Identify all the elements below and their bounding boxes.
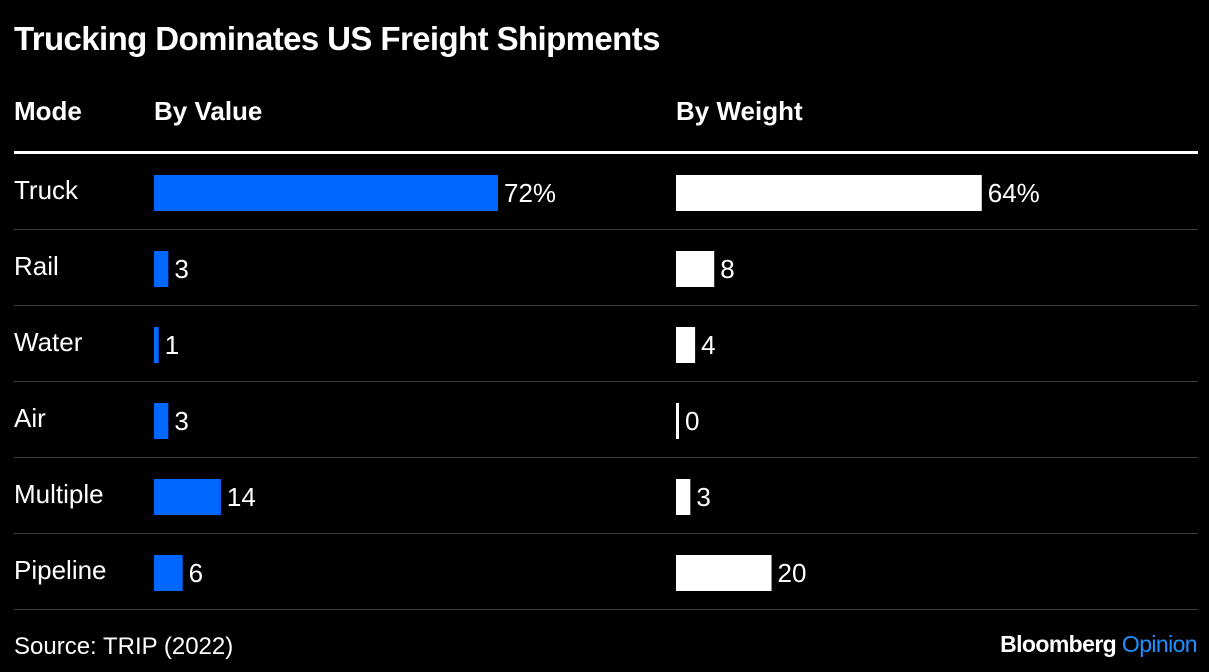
category-label-truck: Truck [14, 175, 79, 205]
row-divider [14, 457, 1198, 458]
row-divider [14, 609, 1198, 610]
value-label-by-weight-truck: 64% [988, 178, 1040, 208]
by-weight-column-header: By Weight [676, 96, 803, 126]
bar-by-value-pipeline [154, 555, 183, 591]
value-label-by-weight-air: 0 [685, 406, 699, 436]
bar-by-value-air [154, 403, 169, 439]
category-label-multiple: Multiple [14, 479, 104, 509]
row-divider [14, 229, 1198, 230]
by-value-column-header: By Value [154, 96, 263, 126]
value-label-by-value-pipeline: 6 [189, 558, 203, 588]
bar-by-value-multiple [154, 479, 221, 515]
category-label-pipeline: Pipeline [14, 555, 107, 585]
chart-title: Trucking Dominates US Freight Shipments [14, 20, 660, 57]
value-label-by-value-water: 1 [165, 330, 179, 360]
value-label-by-value-multiple: 14 [227, 482, 256, 512]
row-divider [14, 533, 1198, 534]
bar-by-value-truck [154, 175, 498, 211]
value-label-by-weight-water: 4 [701, 330, 715, 360]
bar-by-weight-rail [676, 251, 715, 287]
category-label-air: Air [14, 403, 46, 433]
bar-by-weight-water [676, 327, 696, 363]
row-divider [14, 381, 1198, 382]
value-label-by-weight-pipeline: 20 [778, 558, 807, 588]
bar-by-weight-truck [676, 175, 982, 211]
bar-by-weight-pipeline [676, 555, 772, 591]
value-label-by-weight-rail: 8 [720, 254, 734, 284]
value-label-by-value-air: 3 [174, 406, 188, 436]
category-label-water: Water [14, 327, 83, 357]
row-divider [14, 305, 1198, 306]
header-rule [14, 151, 1198, 154]
source-note: Source: TRIP (2022) [14, 633, 234, 660]
bar-by-value-water [154, 327, 159, 363]
value-label-by-value-rail: 3 [174, 254, 188, 284]
brand-opinion: Opinion [1121, 631, 1198, 657]
value-label-by-weight-multiple: 3 [696, 482, 710, 512]
bar-by-weight-multiple [676, 479, 691, 515]
category-label-rail: Rail [14, 251, 59, 281]
mode-column-header: Mode [14, 96, 82, 126]
bar-by-weight-air [676, 403, 679, 439]
bar-by-value-rail [154, 251, 169, 287]
value-label-by-value-truck: 72% [504, 178, 556, 208]
brand-main: Bloomberg [1000, 631, 1117, 657]
brand-logo: Bloomberg Opinion [1000, 631, 1197, 658]
